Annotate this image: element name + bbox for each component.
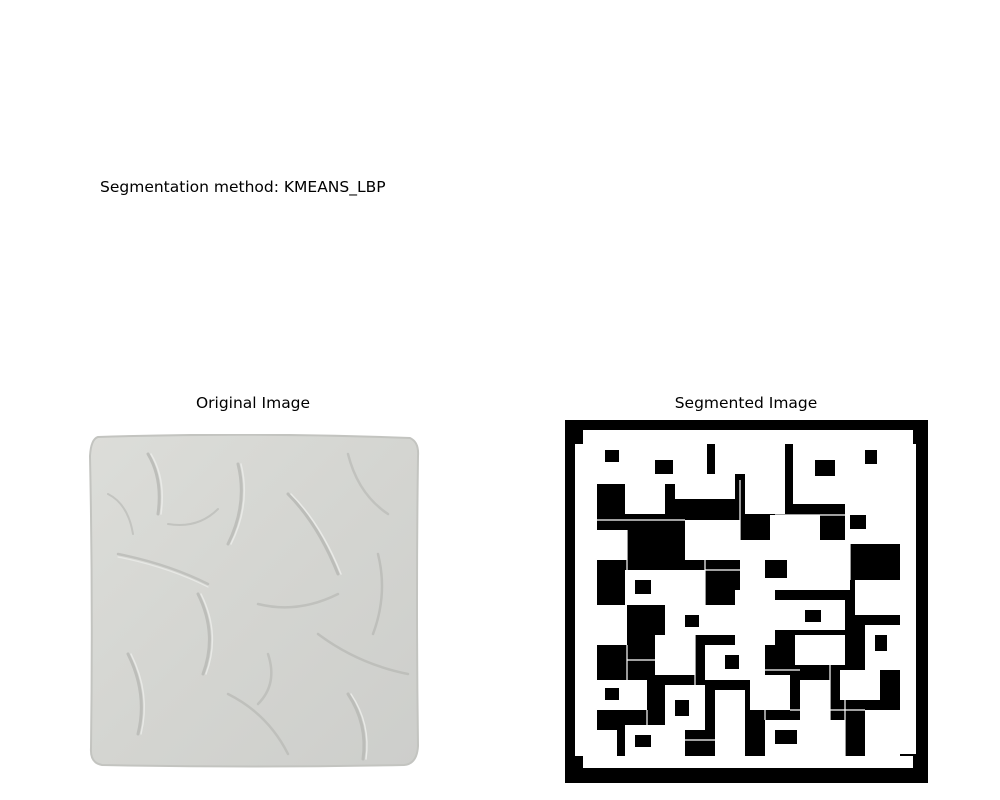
tile-face <box>88 434 420 768</box>
original-image-title: Original Image <box>195 394 311 412</box>
mask-background-holes <box>605 450 887 747</box>
figure-suptitle: Segmentation method: KMEANS_LBP <box>100 178 386 196</box>
mask-foreground-regions <box>575 430 916 768</box>
segmented-image <box>565 420 928 783</box>
segmented-image-canvas <box>565 420 928 783</box>
original-image <box>88 434 420 768</box>
mask-boundary-lines <box>597 480 865 756</box>
segmented-image-title: Segmented Image <box>674 394 818 412</box>
original-image-canvas <box>88 434 420 768</box>
tile-wrinkles <box>107 452 410 761</box>
